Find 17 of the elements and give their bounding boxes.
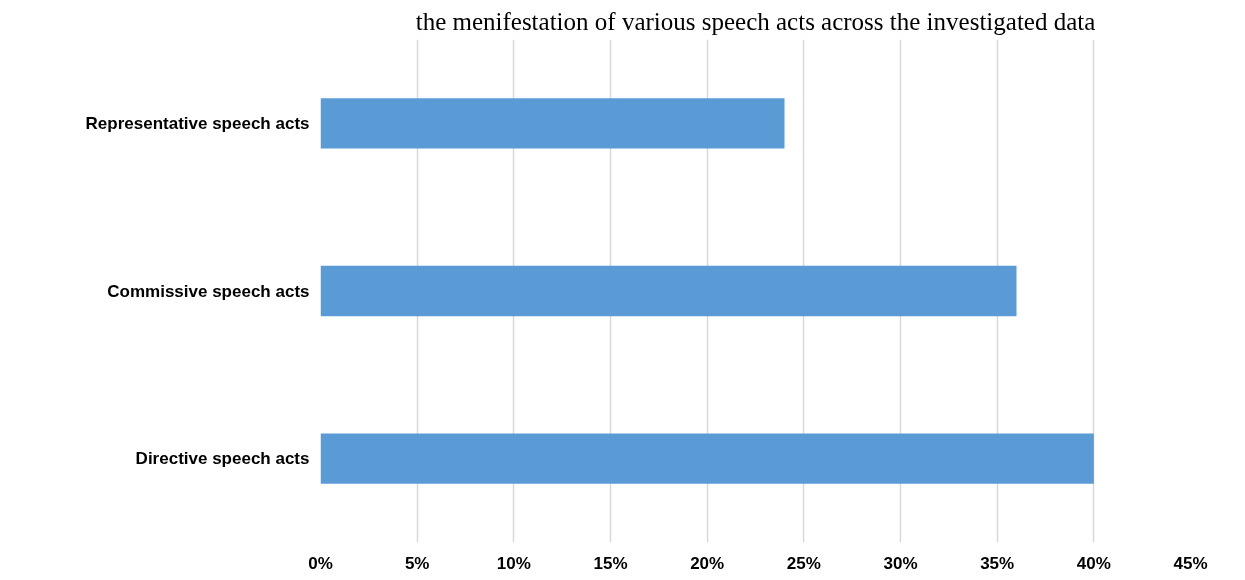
x-tick-label: 20% xyxy=(690,553,725,573)
x-tick-label: 35% xyxy=(980,553,1015,573)
x-tick-label: 0% xyxy=(308,553,333,573)
bar xyxy=(320,98,785,149)
x-tick-label: 40% xyxy=(1076,553,1111,573)
x-tick-label: 25% xyxy=(786,553,821,573)
chart-title: the menifestation of various speech acts across the investigated data xyxy=(415,7,1096,35)
x-tick-label: 15% xyxy=(593,553,628,573)
x-tick-label: 5% xyxy=(404,553,430,573)
x-tick-label: 30% xyxy=(883,553,918,573)
y-tick-label: Directive speech acts xyxy=(135,449,310,469)
y-tick-label: Commissive speech acts xyxy=(107,281,310,301)
bar xyxy=(320,433,1094,484)
x-tick-label: 10% xyxy=(496,553,531,573)
bar xyxy=(320,265,1017,317)
x-tick-label: 45% xyxy=(1173,553,1208,573)
y-tick-label: Representative speech acts xyxy=(85,113,310,133)
